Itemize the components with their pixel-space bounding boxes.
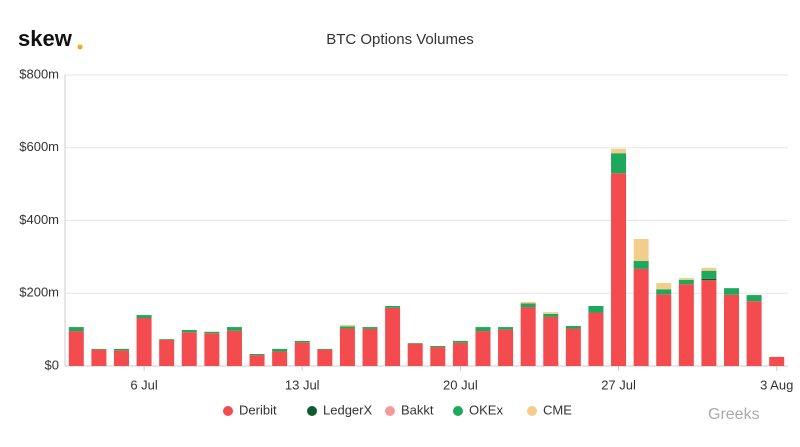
bar-segment xyxy=(543,316,559,366)
bar-segment xyxy=(452,340,468,343)
bar-segment xyxy=(724,294,740,366)
bar-segment xyxy=(249,353,265,356)
bar-segment xyxy=(226,330,242,366)
bar-segment xyxy=(520,301,536,304)
bar-segment xyxy=(339,328,355,366)
bar-segment xyxy=(430,345,446,348)
bar-segment xyxy=(678,279,694,285)
legend-swatch xyxy=(527,406,537,416)
logo-dot xyxy=(77,44,83,50)
watermark: Greeks xyxy=(708,406,760,423)
bar-segment xyxy=(91,349,107,366)
bar-segment xyxy=(701,270,717,279)
bar-segment xyxy=(701,267,717,271)
y-tick-label: $800m xyxy=(19,66,59,81)
legend-swatch xyxy=(453,406,463,416)
bar-segment xyxy=(113,348,129,351)
x-tick-label: 6 Jul xyxy=(130,377,158,392)
bar-segment xyxy=(656,294,672,366)
bar-segment xyxy=(68,327,84,332)
bar-segment xyxy=(272,351,288,366)
bar-segment xyxy=(136,315,152,318)
legend-swatch xyxy=(307,406,317,416)
bar-segment xyxy=(724,288,740,295)
x-tick-label: 20 Jul xyxy=(443,377,478,392)
bar-segment xyxy=(701,278,717,281)
bar-segment xyxy=(611,173,627,366)
bar-segment xyxy=(91,348,107,350)
bar-segment xyxy=(339,324,355,327)
bar-segment xyxy=(520,303,536,308)
y-tick-label: $0 xyxy=(45,357,59,372)
bar-segment xyxy=(113,350,129,366)
bar-segment xyxy=(317,348,333,350)
bar-segment xyxy=(769,356,785,366)
bar-segment xyxy=(407,343,423,366)
bar-segment xyxy=(543,312,559,314)
logo: skew xyxy=(18,26,73,51)
bar-segment xyxy=(746,301,762,366)
bar-segment xyxy=(317,349,333,366)
bar-segment xyxy=(678,277,694,280)
bar-segment xyxy=(430,347,446,366)
bar-segment xyxy=(362,327,378,329)
bar-segment xyxy=(407,343,423,344)
bar-segment xyxy=(633,260,649,269)
bar-segment xyxy=(746,295,762,302)
bar-segment xyxy=(498,327,514,330)
bar-segment xyxy=(656,283,672,290)
bar-segment xyxy=(226,327,242,331)
bar-segment xyxy=(678,284,694,366)
bar-segment xyxy=(204,331,220,334)
bar-segment xyxy=(136,317,152,366)
y-tick-label: $200m xyxy=(19,285,59,300)
x-tick-label: 13 Jul xyxy=(285,377,320,392)
bar-segment xyxy=(204,333,220,366)
legend-swatch xyxy=(223,406,233,416)
y-tick-label: $600m xyxy=(19,139,59,154)
legend-label: Bakkt xyxy=(401,402,434,417)
bar-segment xyxy=(294,342,310,366)
bar-segment xyxy=(181,332,197,366)
bar-segment xyxy=(633,268,649,366)
bar-segment xyxy=(520,307,536,366)
legend-label: CME xyxy=(543,402,572,417)
bar-segment xyxy=(475,331,491,366)
bar-segment xyxy=(611,153,627,174)
bar-segment xyxy=(498,329,514,366)
bar-segment xyxy=(588,305,604,313)
bar-segment xyxy=(452,342,468,366)
bar-segment xyxy=(543,313,559,317)
legend-label: LedgerX xyxy=(323,402,372,417)
bar-segment xyxy=(565,325,581,329)
legend-label: OKEx xyxy=(469,402,503,417)
bar-segment xyxy=(294,340,310,343)
bar-segment xyxy=(701,280,717,366)
bar-segment xyxy=(588,312,604,366)
bar-segment xyxy=(272,348,288,352)
x-tick-label: 3 Aug xyxy=(760,377,793,392)
bar-segment xyxy=(181,329,197,333)
legend-label: Deribit xyxy=(239,402,277,417)
bar-segment xyxy=(385,307,401,366)
bar-segment xyxy=(633,239,649,261)
bar-segment xyxy=(656,289,672,295)
x-tick-label: 27 Jul xyxy=(601,377,636,392)
bar-segment xyxy=(249,355,265,366)
bar-segment xyxy=(475,327,491,332)
bar-segment xyxy=(385,305,401,308)
y-tick-label: $400m xyxy=(19,212,59,227)
bar-segment xyxy=(362,328,378,366)
bar-segment xyxy=(159,339,175,366)
legend-swatch xyxy=(385,406,395,416)
bar-segment xyxy=(159,339,175,340)
bar-segment xyxy=(611,148,627,154)
chart-title: BTC Options Volumes xyxy=(326,31,474,48)
bar-segment xyxy=(339,326,355,329)
bar-segment xyxy=(68,331,84,366)
bar-segment xyxy=(565,328,581,366)
